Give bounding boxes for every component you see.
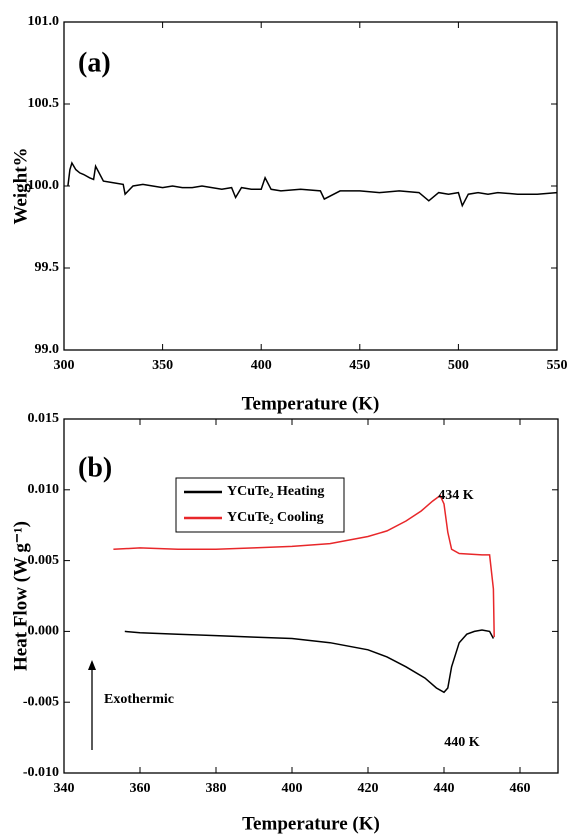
annotation: 440 K bbox=[444, 735, 480, 750]
plot-frame bbox=[63, 418, 559, 774]
annotation: 434 K bbox=[438, 488, 474, 503]
data-line bbox=[124, 629, 495, 694]
x-tick-label: 400 bbox=[282, 781, 303, 796]
y-tick-label: 99.5 bbox=[35, 260, 60, 275]
x-tick-label: 380 bbox=[206, 781, 227, 796]
y-tick-label: 100.5 bbox=[28, 96, 60, 111]
y-tick-label: 0.005 bbox=[28, 553, 60, 568]
x-tick-label: 360 bbox=[130, 781, 151, 796]
x-tick-label: 550 bbox=[547, 358, 568, 373]
data-line bbox=[113, 494, 495, 638]
x-tick-label: 420 bbox=[358, 781, 379, 796]
x-axis-label: Temperature (K) bbox=[242, 393, 380, 414]
plot-frame bbox=[63, 21, 558, 351]
y-tick-label: 100.0 bbox=[28, 178, 60, 193]
y-tick-label: 0.000 bbox=[28, 624, 60, 639]
x-axis-label: Temperature (K) bbox=[242, 813, 380, 834]
legend-label: YCuTe₂ Heating bbox=[227, 484, 324, 499]
panel-label: (a) bbox=[78, 47, 111, 78]
y-tick-label: 0.015 bbox=[28, 411, 60, 426]
legend-label: YCuTe₂ Cooling bbox=[227, 510, 324, 525]
data-line bbox=[67, 161, 558, 208]
legend-box bbox=[175, 477, 345, 533]
y-tick-label: 99.0 bbox=[35, 342, 60, 357]
annotation: Exothermic bbox=[104, 692, 174, 707]
x-tick-label: 300 bbox=[54, 358, 75, 373]
y-axis-label: Heat Flow (W g⁻¹) bbox=[10, 521, 31, 671]
y-tick-label: 101.0 bbox=[28, 14, 60, 29]
x-tick-label: 460 bbox=[510, 781, 531, 796]
x-tick-label: 440 bbox=[434, 781, 455, 796]
x-tick-label: 350 bbox=[152, 358, 173, 373]
x-tick-label: 500 bbox=[448, 358, 469, 373]
y-tick-label: -0.010 bbox=[23, 765, 59, 780]
x-tick-label: 340 bbox=[54, 781, 75, 796]
x-tick-label: 400 bbox=[251, 358, 272, 373]
arrow-head bbox=[88, 660, 96, 670]
panel-label: (b) bbox=[78, 452, 112, 483]
y-tick-label: -0.005 bbox=[23, 694, 59, 709]
x-tick-label: 450 bbox=[349, 358, 370, 373]
y-axis-label: Weight% bbox=[10, 147, 31, 224]
y-tick-label: 0.010 bbox=[28, 482, 60, 497]
